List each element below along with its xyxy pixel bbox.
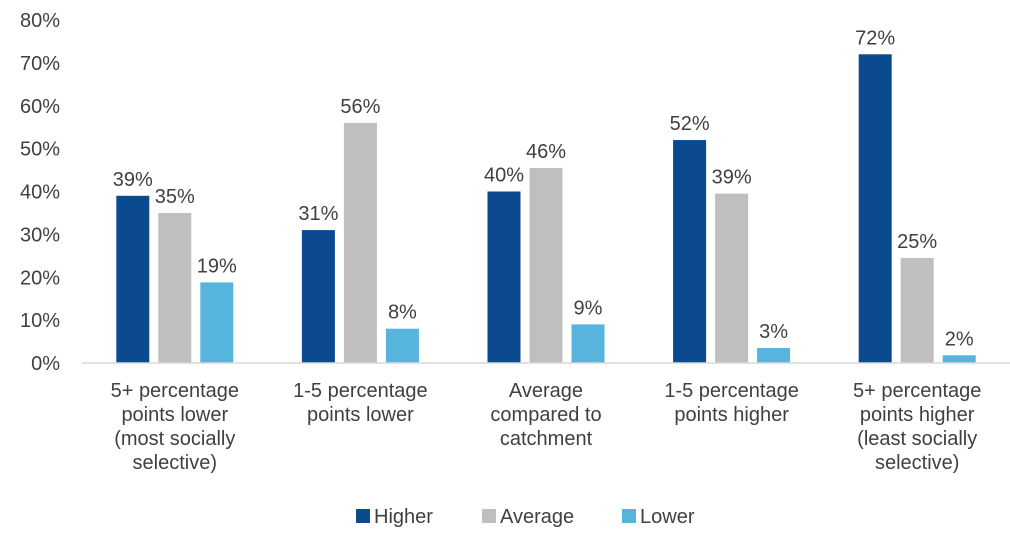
legend: Higher Average Lower (356, 506, 695, 528)
legend-swatch-average (482, 509, 496, 523)
x-category-label: 1-5 percentage points higher (664, 380, 799, 426)
bar-higher-0 (116, 195, 150, 363)
data-label: 35% (155, 186, 195, 208)
bar-average-4 (900, 257, 934, 363)
data-label: 9% (574, 297, 603, 319)
bar-lower-2 (571, 324, 605, 363)
data-labels: 39%35%19%31%56%8%40%46%9%52%39%3%72%25%2… (113, 27, 974, 350)
legend-swatch-higher (356, 509, 370, 523)
y-tick-label: 10% (20, 310, 60, 332)
bar-lower-4 (942, 355, 976, 363)
legend-label-higher: Higher (374, 506, 433, 528)
x-category-label: 5+ percentage points higher (least sociall… (853, 380, 981, 474)
y-tick-label: 60% (20, 96, 60, 118)
y-axis: 0% 10% 20% 30% 40% 50% 60% 70% 80% (20, 10, 60, 375)
x-category-line: compared to (490, 404, 601, 426)
data-label: 72% (855, 27, 895, 49)
x-category-line: 5+ percentage (853, 380, 981, 402)
x-category-line: Average (509, 380, 583, 402)
y-tick-label: 0% (31, 353, 60, 375)
data-label: 25% (897, 231, 937, 253)
data-label: 56% (340, 96, 380, 118)
bar-higher-2 (487, 191, 521, 363)
data-label: 39% (113, 169, 153, 191)
x-category-line: selective) (875, 452, 959, 474)
data-label: 2% (945, 328, 974, 350)
bar-higher-4 (858, 54, 892, 364)
bar-higher-1 (301, 230, 335, 363)
x-category-line: 1-5 percentage (293, 380, 428, 402)
y-tick-label: 70% (20, 53, 60, 75)
y-tick-label: 20% (20, 267, 60, 289)
x-category-line: 5+ percentage (111, 380, 239, 402)
legend-swatch-lower (622, 509, 636, 523)
legend-label-average: Average (500, 506, 574, 528)
y-tick-label: 30% (20, 224, 60, 246)
data-label: 3% (759, 321, 788, 343)
x-category-label: 1-5 percentage points lower (293, 380, 428, 426)
x-axis-categories: 5+ percentage points lower (most socially s… (111, 380, 982, 474)
bar-average-1 (343, 122, 377, 364)
y-tick-label: 40% (20, 182, 60, 204)
bar-lower-1 (385, 328, 419, 363)
bar-lower-3 (757, 347, 791, 363)
x-category-line: selective) (133, 452, 217, 474)
legend-label-lower: Lower (640, 506, 695, 528)
bar-average-3 (715, 193, 749, 363)
data-label: 46% (526, 141, 566, 163)
bars (116, 54, 976, 364)
y-tick-label: 50% (20, 139, 60, 161)
x-category-line: 1-5 percentage (664, 380, 799, 402)
data-label: 39% (712, 167, 752, 189)
data-label: 8% (388, 302, 417, 324)
bar-higher-3 (673, 140, 707, 363)
bar-average-2 (529, 167, 563, 363)
data-label: 19% (197, 255, 237, 277)
bar-average-0 (158, 212, 192, 363)
x-category-label: 5+ percentage points lower (most socially s… (111, 380, 239, 474)
x-category-line: points lower (121, 404, 228, 426)
x-category-label: Average compared to catchment (490, 380, 601, 450)
data-label: 31% (298, 203, 338, 225)
y-tick-label: 80% (20, 10, 60, 32)
x-category-line: points lower (307, 404, 414, 426)
data-label: 52% (670, 113, 710, 135)
bar-lower-0 (200, 282, 234, 363)
data-label: 40% (484, 165, 524, 187)
x-category-line: (least socially (857, 428, 977, 450)
x-category-line: catchment (500, 428, 593, 450)
x-category-line: points higher (674, 404, 789, 426)
x-category-line: (most socially (114, 428, 235, 450)
x-category-line: points higher (860, 404, 975, 426)
